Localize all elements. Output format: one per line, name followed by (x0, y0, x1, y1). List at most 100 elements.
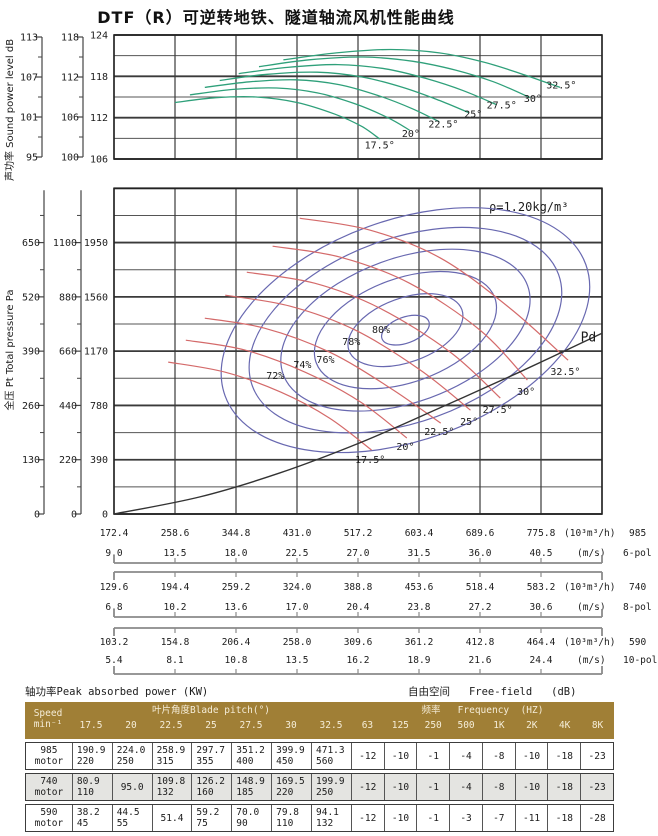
svg-text:20.4: 20.4 (347, 602, 370, 613)
pole-label: 6-pol (623, 548, 652, 559)
table-cell: -11 (514, 805, 548, 831)
table-cell: -12 (350, 743, 384, 769)
table-cell: -8 (481, 774, 515, 800)
pressure-curve-label: 17.5° (355, 455, 385, 466)
table-cell: -10 (514, 774, 548, 800)
svg-text:31.5: 31.5 (408, 548, 431, 559)
efficiency-ring (220, 207, 591, 454)
svg-text:13.6: 13.6 (225, 602, 248, 613)
table-cell: 95.0 (111, 774, 152, 800)
table-cell: 399.9 450 (271, 743, 311, 769)
col-header: 125 (391, 720, 409, 731)
sound-curve-label: 22.5° (428, 119, 458, 130)
svg-text:518.4: 518.4 (466, 582, 495, 593)
svg-text:361.2: 361.2 (405, 637, 434, 648)
table-cell: 190.9 220 (71, 743, 112, 769)
svg-text:13.5: 13.5 (286, 655, 309, 666)
col-header: 30 (285, 720, 297, 731)
col-header: 17.5 (79, 720, 103, 731)
svg-text:27.2: 27.2 (469, 602, 492, 613)
table-cell: -4 (449, 774, 482, 800)
pressure-curve-label: 22.5° (424, 427, 454, 438)
svg-text:0: 0 (102, 510, 108, 521)
svg-text:780: 780 (90, 401, 108, 412)
svg-text:260: 260 (22, 401, 40, 412)
svg-text:9.0: 9.0 (105, 548, 122, 559)
table-cell: 94.1 132 (311, 805, 351, 831)
performance-table: Speed min⁻¹ 叶片角度Blade pitch(°) 17.5 20 22.5 25… (25, 702, 614, 832)
svg-text:22.5: 22.5 (286, 548, 309, 559)
pressure-curve-17.5° (168, 361, 372, 451)
grid (113, 187, 603, 515)
rpm-label: 740 (629, 582, 646, 593)
pressure-curve-22.5° (204, 317, 442, 424)
table-cell: -18 (547, 743, 580, 769)
svg-text:0: 0 (71, 510, 77, 521)
svg-text:13.5: 13.5 (164, 548, 187, 559)
page-title: DTF（R）可逆转地铁、隧道轴流风机性能曲线 (97, 8, 455, 27)
svg-text:118: 118 (61, 33, 79, 44)
sound-axis-title: 声功率 Sound power level dB (3, 39, 16, 181)
svg-text:40.5: 40.5 (530, 548, 553, 559)
density-annotation: ρ=1.20kg/m³ (489, 200, 568, 214)
svg-text:206.4: 206.4 (222, 637, 251, 648)
svg-text:27.0: 27.0 (347, 548, 370, 559)
sound-curve-32.5° (283, 48, 561, 89)
svg-text:10.2: 10.2 (164, 602, 187, 613)
table-cell: 38.2 45 (71, 805, 112, 831)
efficiency-ring (347, 293, 464, 368)
svg-text:689.6: 689.6 (466, 528, 495, 539)
flow-unit: (10³m³/h) (564, 582, 615, 593)
efficiency-label: 78% (342, 337, 360, 348)
table-cell: -23 (580, 743, 613, 769)
pressure-curve-label: 20° (396, 442, 414, 453)
table-cell: -7 (481, 805, 515, 831)
efficiency-ring (313, 270, 498, 390)
svg-text:21.6: 21.6 (469, 655, 492, 666)
table-row-740: 740 motor 80.9 110 95.0 109.8 132 126.2 160 148.9… (25, 773, 614, 801)
sound-curve-25° (219, 71, 470, 114)
x-scale-985: 172.4 258.6 344.8 431.0 517.2 603.4 689.6 775.8… (100, 528, 652, 564)
shaft-power-caption: 轴功率Peak absorbed power (KW) (25, 686, 209, 698)
sound-curve-label: 17.5° (365, 141, 395, 152)
svg-text:101: 101 (20, 113, 38, 124)
svg-text:660: 660 (59, 347, 77, 358)
table-cell: 297.7 355 (191, 743, 231, 769)
svg-text:112: 112 (90, 113, 108, 124)
svg-text:16.2: 16.2 (347, 655, 370, 666)
table-cell: 70.0 90 (231, 805, 271, 831)
sound-curve-30° (258, 56, 531, 99)
efficiency-ring (380, 314, 430, 346)
sound-curve-22.5° (204, 79, 440, 123)
table-cell: 51.4 (151, 805, 192, 831)
svg-text:880: 880 (59, 292, 77, 303)
svg-text:259.2: 259.2 (222, 582, 251, 593)
x-scale-590: 103.2 154.8 206.4 258.0 309.6 361.2 412.8 464.4… (100, 627, 657, 675)
speed-unit: (m/s) (577, 655, 606, 666)
svg-text:100: 100 (61, 153, 79, 164)
svg-text:24.4: 24.4 (530, 655, 553, 666)
table-cell: 59.2 75 (191, 805, 231, 831)
table-cell: -10 (383, 743, 417, 769)
efficiency-contours (220, 207, 591, 454)
pressure-curve-label: 32.5° (550, 367, 580, 378)
table-cell: -10 (514, 743, 548, 769)
svg-text:0: 0 (34, 510, 40, 521)
table-cell: -18 (547, 774, 580, 800)
col-header: 2K (526, 720, 538, 731)
pressure-axis-title: 全压 Pt Total pressure Pa (3, 290, 16, 411)
col-header: 63 (361, 720, 374, 731)
sound-curve-label: 32.5° (546, 81, 576, 92)
table-cell: -12 (350, 774, 384, 800)
svg-text:106: 106 (90, 155, 108, 166)
col-header: 20 (125, 720, 137, 731)
pressure-curve-32.5° (299, 217, 569, 361)
svg-text:130: 130 (22, 455, 40, 466)
table-cell: -1 (416, 774, 449, 800)
sound-curve-27.5° (238, 63, 497, 106)
svg-text:18.0: 18.0 (225, 548, 248, 559)
svg-text:18.9: 18.9 (408, 655, 431, 666)
svg-text:124: 124 (90, 31, 108, 42)
table-cell: 109.8 132 (151, 774, 192, 800)
